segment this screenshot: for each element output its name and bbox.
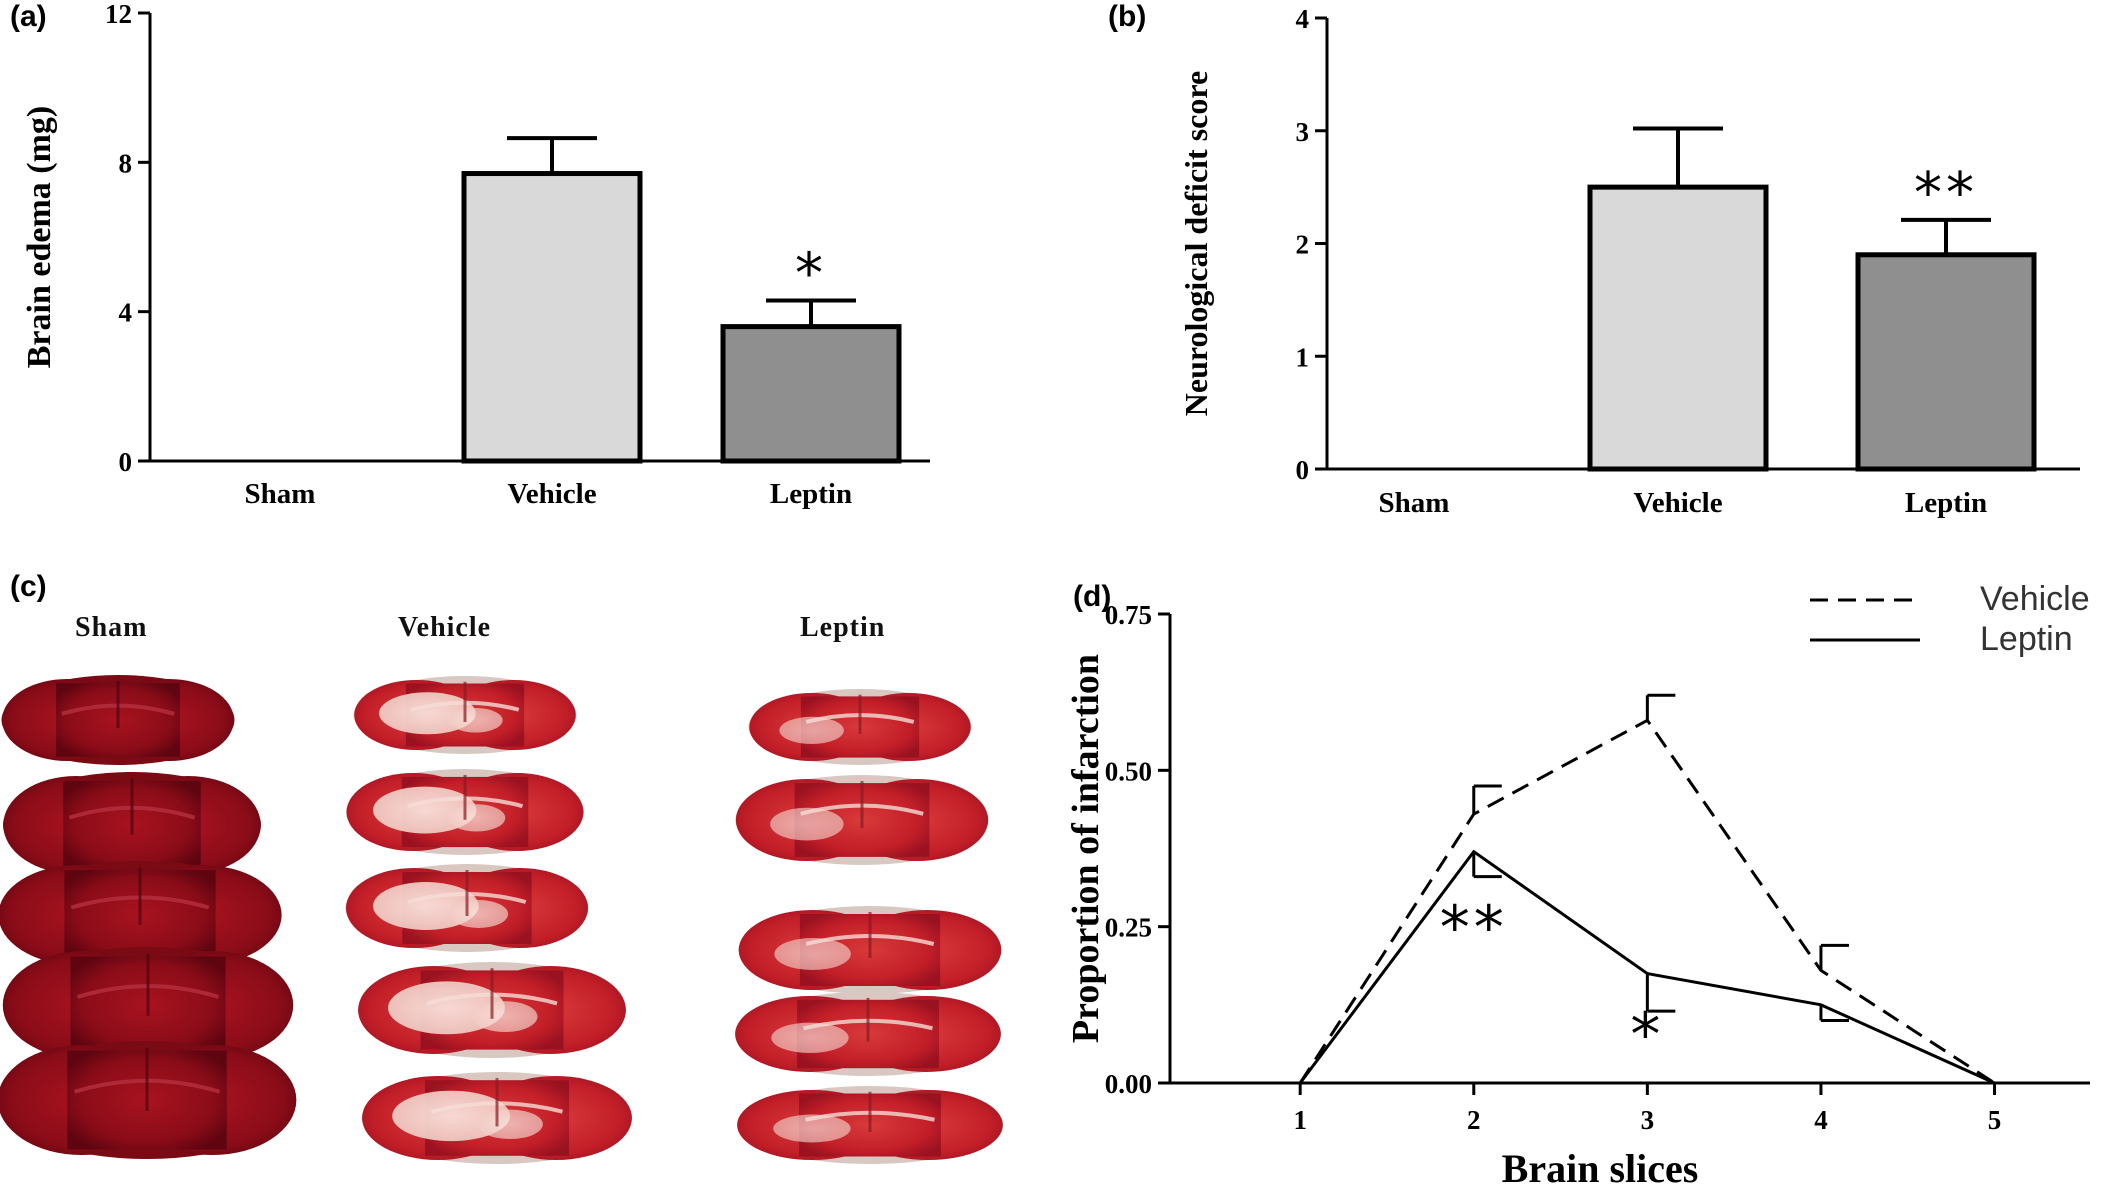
- leptin-slice-1: [748, 689, 972, 765]
- y-axis-title-a: Brain edema (mg): [21, 106, 58, 369]
- panel-label-a: (a): [10, 0, 47, 33]
- x-tick-label-d-0: 1: [1293, 1105, 1307, 1135]
- photo-column-label-vehicle: Vehicle: [398, 612, 492, 643]
- vehicle-slice-5: [362, 1072, 632, 1164]
- significance-a-leptin: *: [795, 241, 827, 306]
- y-tick-label-b-0: 0: [1296, 455, 1310, 485]
- category-label-b-leptin: Leptin: [1905, 487, 1987, 519]
- vehicle-slice-1: [353, 676, 577, 754]
- significance-d-0: **: [1440, 893, 1508, 963]
- sham-slice-4: [2, 947, 294, 1063]
- y-axis-title-b: Neurological deficit score: [1178, 71, 1214, 416]
- sham-slices: [0, 675, 297, 1159]
- x-tick-label-d-3: 4: [1814, 1105, 1828, 1135]
- photo-column-label-sham: Sham: [75, 612, 148, 643]
- category-label-b-sham: Sham: [1379, 487, 1450, 519]
- y-tick-label-a-0: 0: [119, 447, 133, 477]
- significance-b-leptin: **: [1914, 161, 1978, 226]
- legend-label-vehicle: Vehicle: [1980, 580, 2090, 618]
- y-tick-label-a-3: 12: [105, 0, 132, 29]
- y-tick-label-d-0: 0.00: [1105, 1069, 1152, 1099]
- leptin-slice-4: [735, 992, 1001, 1076]
- leptin-slice-5: [737, 1086, 1003, 1164]
- x-axis-title-d: Brain slices: [1502, 1146, 1699, 1191]
- y-tick-label-b-4: 4: [1296, 4, 1310, 34]
- x-tick-label-d-4: 5: [1988, 1105, 2002, 1135]
- y-tick-label-b-1: 1: [1296, 342, 1310, 372]
- panel-label-d: (d): [1073, 580, 1112, 613]
- y-axis-title-d: Proportion of infarction: [1065, 654, 1107, 1043]
- category-label-a-sham: Sham: [245, 478, 316, 510]
- category-label-a-leptin: Leptin: [770, 478, 852, 510]
- vehicle-slice-4: [358, 962, 626, 1058]
- panel-label-b: (b): [1108, 0, 1147, 33]
- bar-b-vehicle: [1587, 184, 1769, 472]
- legend-label-leptin: Leptin: [1980, 620, 2073, 658]
- y-tick-label-d-2: 0.50: [1105, 756, 1152, 786]
- sham-slice-3: [0, 861, 282, 969]
- leptin-slice-3: [738, 906, 1002, 994]
- category-label-a-vehicle: Vehicle: [507, 478, 596, 510]
- sham-slice-2: [3, 772, 261, 878]
- y-tick-label-d-1: 0.25: [1105, 913, 1152, 943]
- vehicle-slices: [345, 676, 632, 1164]
- x-tick-label-d-1: 2: [1467, 1105, 1481, 1135]
- leptin-slice-2: [735, 775, 989, 865]
- bar-a-vehicle: [461, 171, 643, 464]
- vehicle-slice-3: [345, 864, 589, 952]
- vehicle-slice-2: [346, 769, 584, 855]
- y-tick-label-a-2: 8: [119, 148, 133, 178]
- significance-d-1: *: [1630, 1000, 1664, 1070]
- x-tick-label-d-2: 3: [1641, 1105, 1655, 1135]
- panel-label-c: (c): [10, 570, 47, 603]
- bar-b-leptin: [1855, 252, 2037, 472]
- y-tick-label-b-2: 2: [1296, 230, 1310, 260]
- y-tick-label-a-1: 4: [119, 298, 133, 328]
- category-label-b-vehicle: Vehicle: [1633, 487, 1722, 519]
- sham-slice-1: [1, 675, 235, 765]
- sham-slice-5: [0, 1041, 297, 1159]
- photo-column-label-leptin: Leptin: [800, 612, 886, 643]
- y-tick-label-b-3: 3: [1296, 117, 1310, 147]
- y-tick-label-d-3: 0.75: [1105, 600, 1152, 630]
- leptin-slices: [735, 689, 1003, 1164]
